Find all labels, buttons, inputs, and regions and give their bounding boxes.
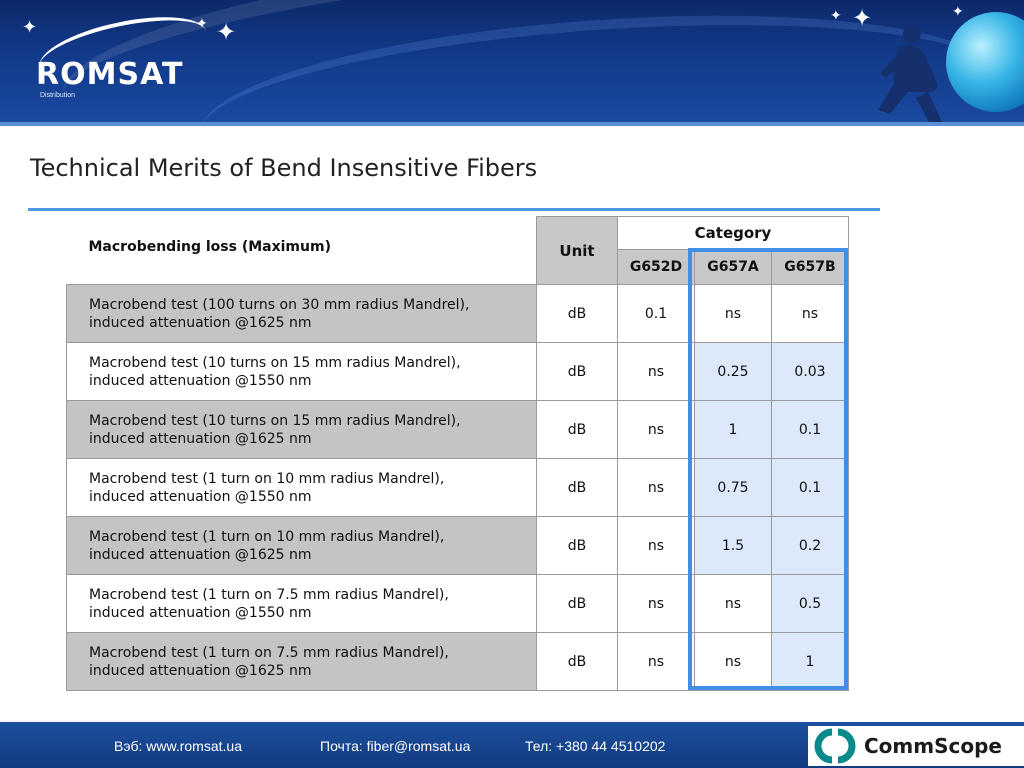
row-unit: dB xyxy=(536,400,618,459)
table-row: Macrobend test (1 turn on 10 mm radius M… xyxy=(66,516,849,575)
row-description: Macrobend test (10 turns on 15 mm radius… xyxy=(66,400,537,459)
merits-table-wrap: Macrobending loss (Maximum) Unit Categor… xyxy=(66,216,849,691)
globe-icon xyxy=(946,12,1024,112)
row-desc-line: Macrobend test (100 turns on 30 mm radiu… xyxy=(89,296,470,313)
page-title: Technical Merits of Bend Insensitive Fib… xyxy=(30,154,538,182)
row-description: Macrobend test (10 turns on 15 mm radius… xyxy=(66,342,537,401)
merits-table: Macrobending loss (Maximum) Unit Categor… xyxy=(66,216,849,691)
value-g657a: ns xyxy=(694,284,772,343)
value-g657b: 0.5 xyxy=(771,574,849,633)
row-description: Macrobend test (1 turn on 7.5 mm radius … xyxy=(66,574,537,633)
logo-text: ROMSAT xyxy=(36,57,184,92)
table-row: Macrobend test (1 turn on 10 mm radius M… xyxy=(66,458,849,517)
commscope-logo: CommScope xyxy=(808,726,1024,766)
table-row: Macrobend test (10 turns on 15 mm radius… xyxy=(66,342,849,401)
row-desc-line: induced attenuation @1625 nm xyxy=(89,314,312,331)
row-desc-line: Macrobend test (1 turn on 10 mm radius M… xyxy=(89,470,445,487)
row-desc-line: induced attenuation @1550 nm xyxy=(89,488,312,505)
row-description: Macrobend test (1 turn on 10 mm radius M… xyxy=(66,516,537,575)
title-divider xyxy=(28,208,880,211)
table-row: Macrobend test (1 turn on 7.5 mm radius … xyxy=(66,632,849,691)
commscope-mark-icon xyxy=(814,728,856,764)
value-g657b: ns xyxy=(771,284,849,343)
value-g657b: 0.2 xyxy=(771,516,849,575)
value-g652d: ns xyxy=(617,400,695,459)
row-description: Macrobend test (1 turn on 7.5 mm radius … xyxy=(66,632,537,691)
row-desc-line: Macrobend test (1 turn on 7.5 mm radius … xyxy=(89,586,449,603)
row-unit: dB xyxy=(536,342,618,401)
row-desc-line: Macrobend test (1 turn on 7.5 mm radius … xyxy=(89,644,449,661)
header-main: Macrobending loss (Maximum) xyxy=(66,216,537,285)
value-g652d: 0.1 xyxy=(617,284,695,343)
star-icon: ✦ xyxy=(196,15,208,31)
footer-email-link[interactable]: Почта: fiber@romsat.ua xyxy=(320,738,471,754)
value-g657a: ns xyxy=(694,574,772,633)
row-desc-line: Macrobend test (1 turn on 10 mm radius M… xyxy=(89,528,445,545)
star-icon: ✦ xyxy=(852,5,873,32)
value-g657a: 0.25 xyxy=(694,342,772,401)
header-category: Category xyxy=(617,216,849,250)
row-unit: dB xyxy=(536,574,618,633)
header-category-g657a: G657A xyxy=(694,249,772,285)
header-unit: Unit xyxy=(536,216,618,285)
reading-person-icon xyxy=(878,25,942,124)
row-description: Macrobend test (100 turns on 30 mm radiu… xyxy=(66,284,537,343)
table-row: Macrobend test (10 turns on 15 mm radius… xyxy=(66,400,849,459)
star-icon: ✦ xyxy=(952,3,964,19)
row-desc-line: induced attenuation @1625 nm xyxy=(89,662,312,679)
header-category-g652d: G652D xyxy=(617,249,695,285)
value-g657b: 0.1 xyxy=(771,458,849,517)
row-desc-line: Macrobend test (10 turns on 15 mm radius… xyxy=(89,412,461,429)
star-icon: ✦ xyxy=(830,7,842,23)
commscope-text: CommScope xyxy=(864,734,1002,758)
value-g652d: ns xyxy=(617,516,695,575)
row-description: Macrobend test (1 turn on 10 mm radius M… xyxy=(66,458,537,517)
table-row: Macrobend test (100 turns on 30 mm radiu… xyxy=(66,284,849,343)
table-row: Macrobend test (1 turn on 7.5 mm radius … xyxy=(66,574,849,633)
star-icon: ✦ xyxy=(22,17,38,37)
star-icon: ✦ xyxy=(216,19,237,46)
footer-phone: Тел: +380 44 4510202 xyxy=(525,738,666,754)
value-g652d: ns xyxy=(617,458,695,517)
value-g652d: ns xyxy=(617,574,695,633)
row-unit: dB xyxy=(536,516,618,575)
value-g657a: 1 xyxy=(694,400,772,459)
row-desc-line: induced attenuation @1550 nm xyxy=(89,372,312,389)
value-g657a: 0.75 xyxy=(694,458,772,517)
row-desc-line: induced attenuation @1625 nm xyxy=(89,546,312,563)
row-desc-line: Macrobend test (10 turns on 15 mm radius… xyxy=(89,354,461,371)
row-desc-line: induced attenuation @1550 nm xyxy=(89,604,312,621)
value-g657a: ns xyxy=(694,632,772,691)
value-g657b: 0.1 xyxy=(771,400,849,459)
row-unit: dB xyxy=(536,284,618,343)
row-desc-line: induced attenuation @1625 nm xyxy=(89,430,312,447)
header-bottom-line xyxy=(0,122,1024,126)
row-unit: dB xyxy=(536,458,618,517)
row-unit: dB xyxy=(536,632,618,691)
value-g657b: 1 xyxy=(771,632,849,691)
footer-web-link[interactable]: Вэб: www.romsat.ua xyxy=(114,738,242,754)
value-g657b: 0.03 xyxy=(771,342,849,401)
logo-subtitle: Distribution xyxy=(40,92,76,99)
footer-bar: Вэб: www.romsat.ua Почта: fiber@romsat.u… xyxy=(0,722,1024,768)
romsat-logo: ROMSAT Distribution xyxy=(34,4,212,99)
value-g652d: ns xyxy=(617,632,695,691)
value-g652d: ns xyxy=(617,342,695,401)
header-category-g657b: G657B xyxy=(771,249,849,285)
value-g657a: 1.5 xyxy=(694,516,772,575)
header-banner: ✦ ✦ ✦ ✦ ✦ ✦ ROMSAT Distribution xyxy=(0,0,1024,126)
